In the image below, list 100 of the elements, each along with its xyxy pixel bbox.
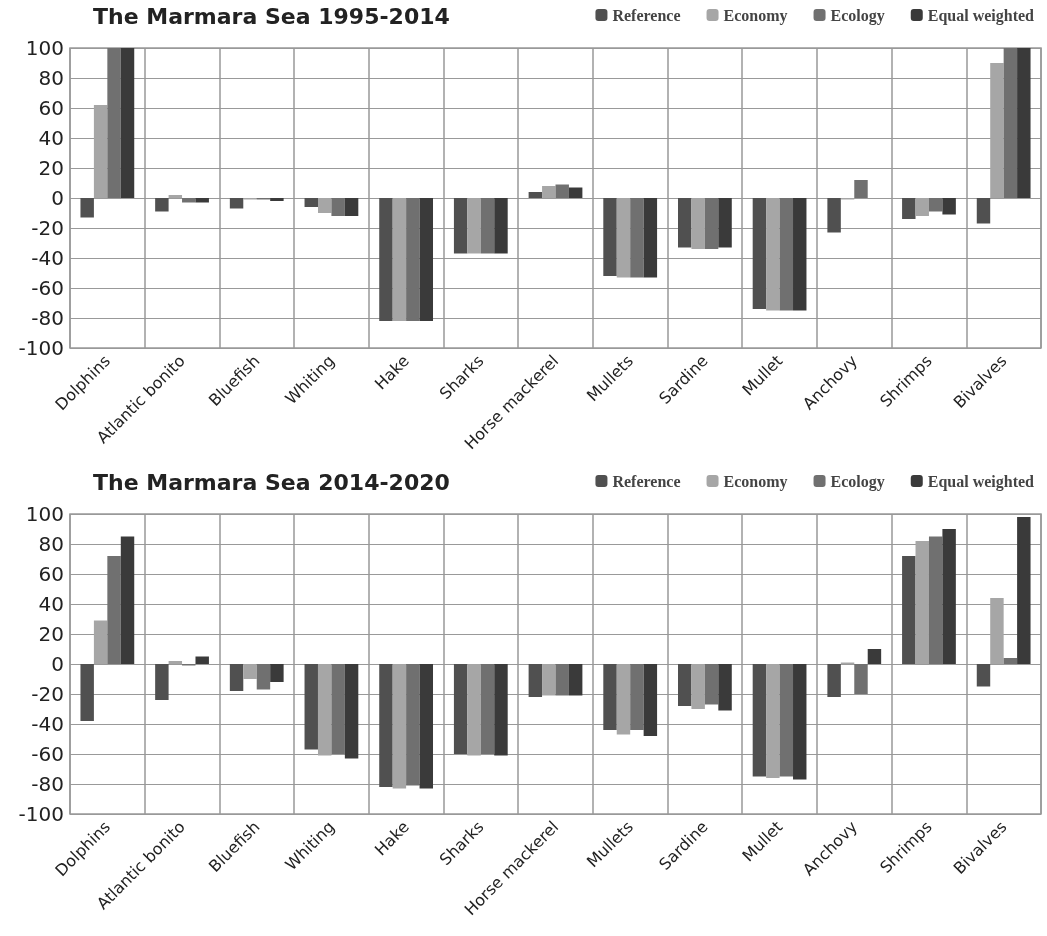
bar	[630, 198, 644, 278]
bar	[793, 198, 807, 311]
y-tick-label: -40	[31, 712, 64, 736]
bar	[379, 664, 393, 787]
bar	[678, 198, 692, 248]
y-tick-label: -60	[31, 276, 64, 300]
bar	[691, 198, 705, 249]
chart-title: The Marmara Sea 1995-2014	[93, 3, 450, 29]
y-tick-label: -100	[18, 336, 64, 360]
bar	[854, 664, 868, 694]
bar	[419, 664, 433, 789]
bar	[1003, 658, 1018, 664]
bar	[182, 198, 196, 203]
bar	[867, 649, 882, 664]
bar	[195, 198, 209, 203]
y-tick-label: 100	[25, 502, 64, 526]
bar	[304, 198, 318, 207]
bar	[229, 664, 244, 691]
bar	[419, 198, 433, 321]
bar	[827, 198, 841, 233]
bar	[704, 664, 719, 705]
legend-label: Economy	[723, 6, 788, 25]
bar	[494, 198, 508, 254]
bar	[304, 664, 318, 750]
bar	[766, 198, 780, 311]
y-tick-label: 20	[38, 156, 64, 180]
bar	[902, 198, 916, 219]
y-tick-label: -20	[31, 682, 64, 706]
bar	[344, 198, 359, 216]
y-tick-label: 60	[38, 96, 64, 120]
bar	[270, 198, 284, 201]
bar	[990, 598, 1004, 664]
y-tick-label: -80	[31, 306, 64, 330]
bar	[528, 664, 543, 697]
bar	[93, 620, 108, 664]
legend-label: Reference	[612, 6, 681, 24]
bar	[93, 105, 108, 198]
bar	[779, 198, 794, 311]
bar	[80, 664, 94, 721]
y-tick-label: 80	[38, 66, 64, 90]
bar	[928, 536, 943, 664]
bar	[915, 541, 929, 664]
bar	[779, 664, 794, 777]
bar	[453, 198, 468, 254]
bar	[752, 664, 767, 777]
bar	[120, 536, 135, 664]
bar	[793, 664, 807, 780]
y-tick-label: -20	[31, 216, 64, 240]
bar	[630, 664, 644, 730]
bar	[555, 184, 569, 198]
bar	[467, 198, 481, 254]
bar	[392, 664, 407, 789]
bar	[80, 198, 94, 218]
bar	[678, 664, 692, 706]
bar	[195, 656, 209, 664]
bar	[107, 556, 121, 664]
bar	[168, 661, 183, 664]
bar	[766, 664, 780, 778]
bar	[616, 664, 631, 735]
bar	[555, 664, 569, 696]
bar	[542, 664, 556, 696]
bar	[494, 664, 508, 756]
bar	[1003, 48, 1018, 198]
bar	[331, 664, 345, 754]
bar	[229, 198, 244, 209]
bar	[752, 198, 767, 309]
bar	[603, 198, 617, 276]
bar	[942, 198, 956, 215]
bar	[704, 198, 719, 249]
bar	[976, 664, 991, 687]
bar	[107, 48, 121, 198]
y-tick-label: 40	[38, 126, 64, 150]
bar	[331, 198, 345, 216]
bar	[942, 529, 956, 664]
bar	[406, 198, 420, 321]
legend-label: Equal weighted	[927, 6, 1035, 25]
bar	[854, 180, 868, 198]
y-tick-label: -80	[31, 772, 64, 796]
bar	[902, 556, 916, 664]
bar	[317, 198, 332, 213]
legend-label: Ecology	[830, 472, 885, 491]
bar	[568, 187, 583, 198]
y-tick-label: 60	[38, 562, 64, 586]
y-tick-label: 0	[51, 652, 64, 676]
y-tick-label: -100	[18, 802, 64, 826]
bar	[406, 664, 420, 786]
legend-label: Reference	[612, 472, 681, 490]
bar	[568, 664, 583, 696]
bar	[453, 664, 468, 754]
bar	[1017, 517, 1031, 664]
bar	[976, 198, 991, 224]
bar	[928, 198, 943, 212]
y-tick-label: -40	[31, 246, 64, 270]
y-tick-label: 100	[25, 36, 64, 60]
bar	[643, 198, 658, 278]
bar	[1017, 48, 1031, 198]
bar	[344, 664, 359, 759]
bar	[542, 186, 556, 198]
bar	[270, 664, 284, 682]
bar	[990, 63, 1004, 198]
